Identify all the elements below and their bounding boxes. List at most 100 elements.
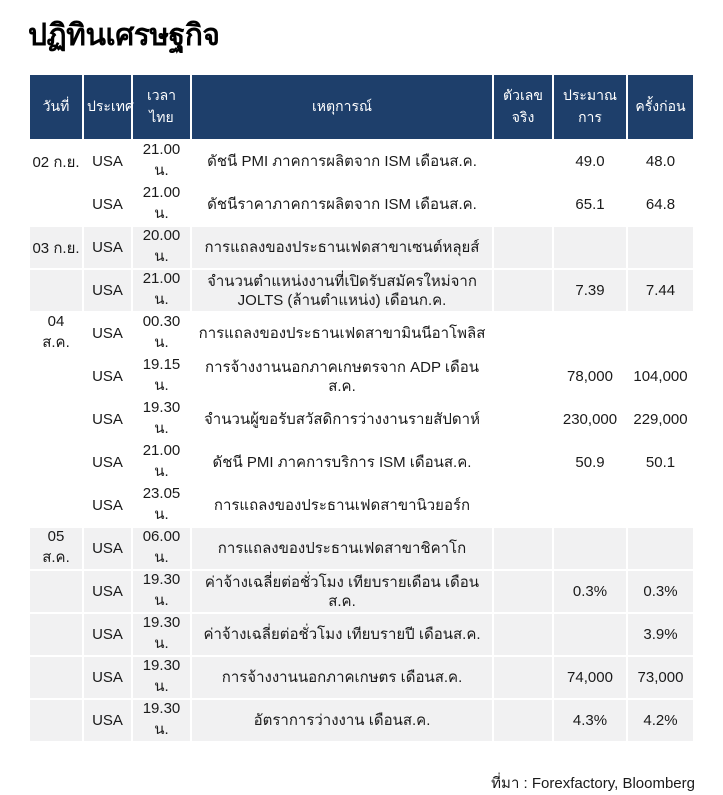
cell-event: การแถลงของประธานเฟดสาขาชิคาโก bbox=[192, 528, 492, 569]
cell-actual bbox=[494, 356, 552, 397]
cell-previous bbox=[628, 227, 693, 268]
cell-previous: 48.0 bbox=[628, 141, 693, 182]
cell-event: ค่าจ้างเฉลี่ยต่อชั่วโมง เทียบรายปี เดือน… bbox=[192, 614, 492, 655]
cell-time: 23.05 น. bbox=[133, 485, 190, 526]
cell-time: 19.30 น. bbox=[133, 700, 190, 741]
cell-actual bbox=[494, 270, 552, 311]
cell-country: USA bbox=[84, 313, 131, 354]
cell-event: ดัชนี PMI ภาคการผลิตจาก ISM เดือนส.ค. bbox=[192, 141, 492, 182]
cell-event: ดัชนี PMI ภาคการบริการ ISM เดือนส.ค. bbox=[192, 442, 492, 483]
cell-date: 02 ก.ย. bbox=[30, 141, 82, 182]
cell-event: อัตราการว่างงาน เดือนส.ค. bbox=[192, 700, 492, 741]
cell-actual bbox=[494, 571, 552, 612]
column-header-time: เวลาไทย bbox=[133, 75, 190, 139]
cell-forecast bbox=[554, 313, 626, 354]
column-header-country: ประเทศ bbox=[84, 75, 134, 139]
cell-actual bbox=[494, 442, 552, 483]
cell-actual bbox=[494, 227, 552, 268]
cell-actual bbox=[494, 184, 552, 225]
cell-country: USA bbox=[84, 356, 131, 397]
cell-date bbox=[30, 184, 82, 225]
cell-actual bbox=[494, 657, 552, 698]
cell-time: 19.30 น. bbox=[133, 571, 190, 612]
cell-country: USA bbox=[84, 442, 131, 483]
cell-date: 05 ส.ค. bbox=[30, 528, 82, 569]
cell-date bbox=[30, 356, 82, 397]
cell-date: 03 ก.ย. bbox=[30, 227, 82, 268]
economic-calendar-table: วันที่ ประเทศ เวลาไทย เหตุการณ์ ตัวเลขจร… bbox=[28, 73, 695, 743]
cell-forecast: 0.3% bbox=[554, 571, 626, 612]
cell-country: USA bbox=[84, 657, 131, 698]
table-row: USA 19.30 น. จำนวนผู้ขอรับสวัสดิการว่างง… bbox=[30, 399, 693, 440]
cell-event: การแถลงของประธานเฟดสาขานิวยอร์ก bbox=[192, 485, 492, 526]
cell-date bbox=[30, 614, 82, 655]
cell-date bbox=[30, 442, 82, 483]
cell-previous bbox=[628, 528, 693, 569]
cell-date bbox=[30, 399, 82, 440]
column-header-forecast: ประมาณการ bbox=[554, 75, 626, 139]
cell-country: USA bbox=[84, 184, 131, 225]
table-row: USA 21.00 น. ดัชนี PMI ภาคการบริการ ISM … bbox=[30, 442, 693, 483]
column-header-actual: ตัวเลขจริง bbox=[494, 75, 552, 139]
cell-date: 04 ส.ค. bbox=[30, 313, 82, 354]
cell-country: USA bbox=[84, 485, 131, 526]
cell-forecast: 78,000 bbox=[554, 356, 626, 397]
cell-country: USA bbox=[84, 141, 131, 182]
cell-forecast bbox=[554, 528, 626, 569]
cell-time: 21.00 น. bbox=[133, 442, 190, 483]
cell-time: 00.30 น. bbox=[133, 313, 190, 354]
cell-forecast: 230,000 bbox=[554, 399, 626, 440]
table-row: USA 19.30 น. ค่าจ้างเฉลี่ยต่อชั่วโมง เที… bbox=[30, 571, 693, 612]
source-credit: ที่มา : Forexfactory, Bloomberg bbox=[491, 775, 695, 792]
column-header-date: วันที่ bbox=[30, 75, 82, 139]
column-header-event: เหตุการณ์ bbox=[192, 75, 492, 139]
cell-date bbox=[30, 485, 82, 526]
cell-actual bbox=[494, 141, 552, 182]
cell-previous: 4.2% bbox=[628, 700, 693, 741]
cell-forecast: 50.9 bbox=[554, 442, 626, 483]
cell-forecast bbox=[554, 485, 626, 526]
cell-previous bbox=[628, 313, 693, 354]
cell-previous bbox=[628, 485, 693, 526]
cell-event: การแถลงของประธานเฟดสาขามินนีอาโพลิส bbox=[192, 313, 492, 354]
cell-previous: 73,000 bbox=[628, 657, 693, 698]
cell-country: USA bbox=[84, 227, 131, 268]
cell-previous: 50.1 bbox=[628, 442, 693, 483]
cell-time: 20.00 น. bbox=[133, 227, 190, 268]
table-row: USA 23.05 น. การแถลงของประธานเฟดสาขานิวย… bbox=[30, 485, 693, 526]
cell-time: 19.30 น. bbox=[133, 657, 190, 698]
cell-previous: 0.3% bbox=[628, 571, 693, 612]
cell-country: USA bbox=[84, 528, 131, 569]
cell-previous: 7.44 bbox=[628, 270, 693, 311]
table-row: 03 ก.ย. USA 20.00 น. การแถลงของประธานเฟด… bbox=[30, 227, 693, 268]
cell-country: USA bbox=[84, 270, 131, 311]
cell-actual bbox=[494, 313, 552, 354]
table-row: 04 ส.ค. USA 00.30 น. การแถลงของประธานเฟด… bbox=[30, 313, 693, 354]
cell-country: USA bbox=[84, 399, 131, 440]
table-row: USA 19.30 น. ค่าจ้างเฉลี่ยต่อชั่วโมง เที… bbox=[30, 614, 693, 655]
cell-date bbox=[30, 700, 82, 741]
cell-time: 19.15 น. bbox=[133, 356, 190, 397]
cell-country: USA bbox=[84, 700, 131, 741]
cell-previous: 229,000 bbox=[628, 399, 693, 440]
table-row: USA 19.30 น. อัตราการว่างงาน เดือนส.ค. 4… bbox=[30, 700, 693, 741]
cell-actual bbox=[494, 485, 552, 526]
cell-event: การจ้างงานนอกภาคเกษตรจาก ADP เดือนส.ค. bbox=[192, 356, 492, 397]
cell-forecast: 4.3% bbox=[554, 700, 626, 741]
cell-time: 21.00 น. bbox=[133, 184, 190, 225]
cell-previous: 3.9% bbox=[628, 614, 693, 655]
cell-date bbox=[30, 571, 82, 612]
cell-event: จำนวนตำแหน่งงานที่เปิดรับสมัครใหม่จาก JO… bbox=[192, 270, 492, 311]
cell-previous: 104,000 bbox=[628, 356, 693, 397]
cell-time: 06.00 น. bbox=[133, 528, 190, 569]
cell-actual bbox=[494, 528, 552, 569]
cell-date bbox=[30, 270, 82, 311]
table-row: 02 ก.ย. USA 21.00 น. ดัชนี PMI ภาคการผลิ… bbox=[30, 141, 693, 182]
cell-time: 19.30 น. bbox=[133, 399, 190, 440]
cell-event: จำนวนผู้ขอรับสวัสดิการว่างงานรายสัปดาห์ bbox=[192, 399, 492, 440]
table-row: USA 21.00 น. จำนวนตำแหน่งงานที่เปิดรับสม… bbox=[30, 270, 693, 311]
cell-forecast: 7.39 bbox=[554, 270, 626, 311]
cell-forecast: 49.0 bbox=[554, 141, 626, 182]
table-row: 05 ส.ค. USA 06.00 น. การแถลงของประธานเฟด… bbox=[30, 528, 693, 569]
